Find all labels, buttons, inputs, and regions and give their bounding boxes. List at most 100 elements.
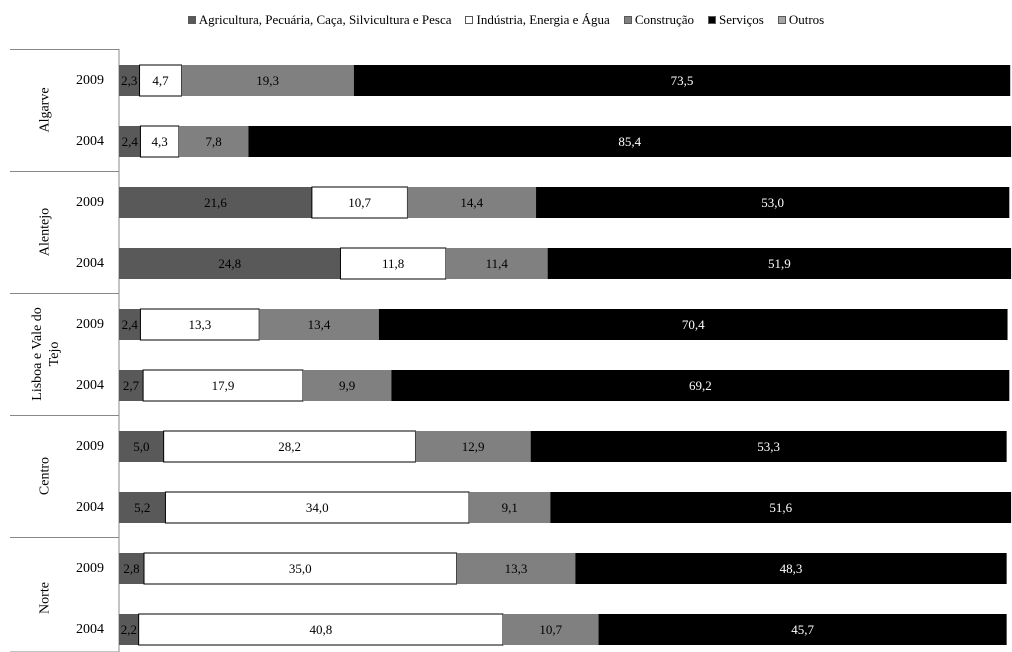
bar-servicos-alentejo-2009 <box>536 187 1010 218</box>
data-label: 28,2 <box>278 439 301 454</box>
data-label: 14,4 <box>460 195 483 210</box>
bar-construcao-algarve-2004 <box>178 126 249 157</box>
bar-agricultura-pecuaria-caca-silvicultura-e-pesca-norte-2004 <box>119 614 139 645</box>
data-label: 35,0 <box>289 561 312 576</box>
bar-agricultura-pecuaria-caca-silvicultura-e-pesca-centro-2009 <box>119 431 164 462</box>
bar-servicos-lisboa-e-vale-do-tejo-2009 <box>378 309 1008 340</box>
data-label: 4,3 <box>152 134 168 149</box>
bar-construcao-centro-2004 <box>469 492 551 523</box>
category-label: 2004 <box>76 256 104 271</box>
data-label: 51,9 <box>768 256 791 271</box>
bar-servicos-centro-2004 <box>550 492 1012 523</box>
data-label: 4,7 <box>152 73 169 88</box>
bar-industria-energia-e-agua-centro-2009 <box>163 430 416 463</box>
bar-servicos-centro-2009 <box>530 431 1007 462</box>
bar-industria-energia-e-agua-norte-2009 <box>143 552 458 585</box>
bar-industria-energia-e-agua-alentejo-2004 <box>339 247 447 280</box>
bar-construcao-norte-2009 <box>456 553 576 584</box>
data-label: 2,8 <box>123 561 139 576</box>
data-label: 24,8 <box>218 256 241 271</box>
legend-swatch <box>187 16 196 24</box>
legend-swatch <box>465 16 474 24</box>
data-label: 10,7 <box>539 622 562 637</box>
data-label: 13,3 <box>505 561 528 576</box>
data-label: 34,0 <box>306 500 329 515</box>
category-label: 2009 <box>76 439 104 454</box>
group-label-centro: Centro <box>38 457 53 495</box>
group-label-algarve: Algarve <box>38 87 53 132</box>
bar-industria-energia-e-agua-algarve-2009 <box>139 64 183 97</box>
legend-swatch <box>777 16 786 24</box>
legend-swatch <box>623 16 632 24</box>
category-label: 2004 <box>76 134 104 149</box>
bar-agricultura-pecuaria-caca-silvicultura-e-pesca-norte-2009 <box>119 553 145 584</box>
bar-construcao-alentejo-2009 <box>407 187 537 218</box>
chart-legend: Agricultura, Pecuária, Caça, Silvicultur… <box>0 10 1012 30</box>
data-label: 9,1 <box>502 500 518 515</box>
data-label: 53,3 <box>757 439 780 454</box>
data-label: 85,4 <box>618 134 641 149</box>
bar-agricultura-pecuaria-caca-silvicultura-e-pesca-alentejo-2004 <box>119 248 341 279</box>
data-label: 9,9 <box>339 378 355 393</box>
data-label: 2,3 <box>121 73 137 88</box>
bar-servicos-alentejo-2004 <box>547 248 1012 279</box>
data-label: 10,7 <box>348 195 371 210</box>
group-label-alentejo: Alentejo <box>38 208 53 256</box>
legend-item-industria-energia-e-agua: Indústria, Energia e Água <box>465 12 610 28</box>
bar-industria-energia-e-agua-norte-2004 <box>138 613 504 646</box>
legend-label: Indústria, Energia e Água <box>476 12 610 27</box>
group-label-line: Tejo <box>47 342 62 367</box>
legend-label: Serviços <box>719 12 764 27</box>
data-label: 7,8 <box>206 134 222 149</box>
data-label: 2,2 <box>121 622 137 637</box>
category-label: 2004 <box>76 500 104 515</box>
legend-item-outros: Outros <box>777 12 825 28</box>
data-label: 48,3 <box>780 561 803 576</box>
bar-agricultura-pecuaria-caca-silvicultura-e-pesca-lisboa-e-vale-do-tejo-2009 <box>119 309 141 340</box>
data-label: 19,3 <box>256 73 279 88</box>
bar-servicos-norte-2009 <box>575 553 1007 584</box>
bar-agricultura-pecuaria-caca-silvicultura-e-pesca-centro-2004 <box>119 492 166 523</box>
data-label: 12,9 <box>462 439 485 454</box>
bar-industria-energia-e-agua-centro-2004 <box>164 491 470 524</box>
legend-item-servicos: Serviços <box>708 12 764 28</box>
bar-construcao-algarve-2009 <box>181 65 354 96</box>
bar-agricultura-pecuaria-caca-silvicultura-e-pesca-lisboa-e-vale-do-tejo-2004 <box>119 370 144 401</box>
category-label: 2009 <box>76 195 104 210</box>
bar-servicos-algarve-2009 <box>353 65 1011 96</box>
data-label: 11,4 <box>486 256 509 271</box>
category-label: 2009 <box>76 73 104 88</box>
bar-agricultura-pecuaria-caca-silvicultura-e-pesca-alentejo-2009 <box>119 187 312 218</box>
bar-industria-energia-e-agua-algarve-2004 <box>139 125 180 158</box>
data-label: 11,8 <box>382 256 404 271</box>
data-label: 2,4 <box>122 134 139 149</box>
bar-construcao-centro-2009 <box>415 431 531 462</box>
data-label: 21,6 <box>204 195 227 210</box>
data-label: 45,7 <box>791 622 814 637</box>
legend-label: Construção <box>634 12 695 27</box>
legend-label: Agricultura, Pecuária, Caça, Silvicultur… <box>198 12 452 27</box>
data-label: 2,7 <box>123 378 140 393</box>
bar-agricultura-pecuaria-caca-silvicultura-e-pesca-algarve-2004 <box>119 126 141 157</box>
bar-servicos-lisboa-e-vale-do-tejo-2004 <box>391 370 1010 401</box>
legend-item-construcao: Construção <box>623 12 695 28</box>
legend-label: Outros <box>788 12 825 27</box>
category-label: 2004 <box>76 622 104 637</box>
bar-industria-energia-e-agua-lisboa-e-vale-do-tejo-2009 <box>139 308 260 341</box>
legend-item-agricultura-pecuaria-caca-silvicultura-e-pesca: Agricultura, Pecuária, Caça, Silvicultur… <box>187 12 452 28</box>
group-label-norte: Norte <box>38 582 53 614</box>
data-label: 13,3 <box>188 317 211 332</box>
group-label-line: Lisboa e Vale do <box>30 307 45 400</box>
bar-servicos-norte-2004 <box>598 614 1007 645</box>
data-label: 53,0 <box>761 195 784 210</box>
data-label: 5,0 <box>133 439 149 454</box>
bar-construcao-alentejo-2004 <box>445 248 548 279</box>
data-label: 73,5 <box>671 73 694 88</box>
data-label: 70,4 <box>682 317 705 332</box>
group-label-lisboa-e-vale-do-tejo: Lisboa e Vale do Tejo <box>30 307 62 400</box>
data-label: 13,4 <box>308 317 331 332</box>
bar-construcao-norte-2004 <box>502 614 599 645</box>
data-label: 5,2 <box>134 500 150 515</box>
